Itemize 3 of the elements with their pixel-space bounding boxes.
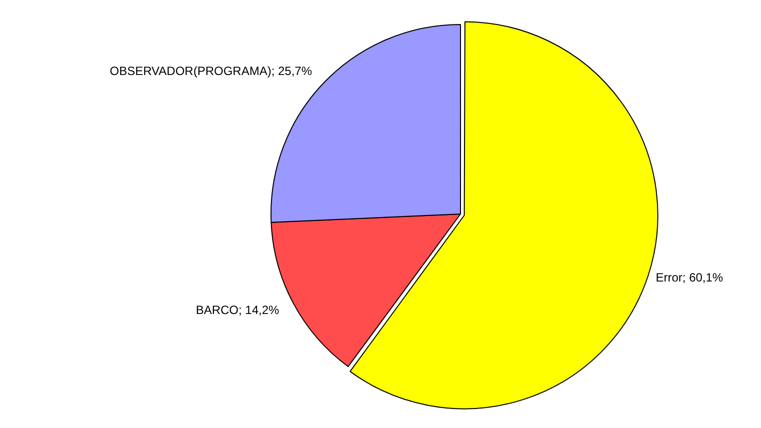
slice-label: BARCO; 14,2% — [196, 303, 280, 318]
slice-label: Error; 60,1% — [656, 270, 724, 284]
slice-label: OBSERVADOR(PROGRAMA); 25,7% — [110, 64, 312, 78]
